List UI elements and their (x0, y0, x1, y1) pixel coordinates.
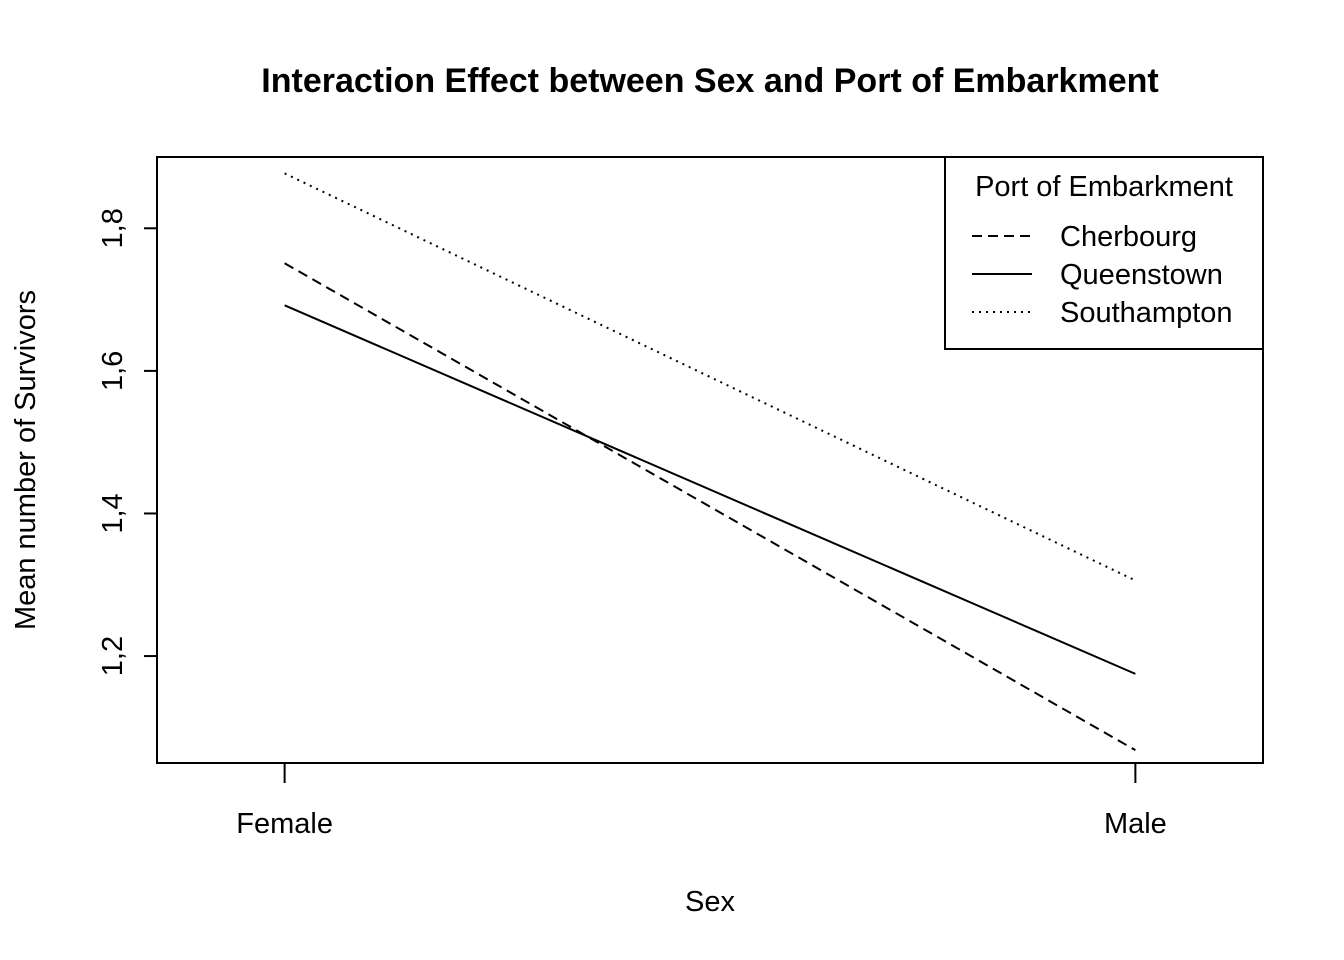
x-tick-label: Female (236, 808, 333, 840)
legend: Port of Embarkment Cherbourg Queenstown So… (944, 156, 1264, 350)
legend-label-queenstown: Queenstown (1060, 259, 1223, 291)
y-tick-label: 1,6 (97, 351, 129, 391)
legend-box (944, 156, 1264, 350)
x-axis-label: Sex (685, 886, 735, 918)
y-axis: 1,2 1,4 1,6 1,8 (97, 208, 158, 676)
x-axis: Female Male (236, 762, 1167, 840)
series-line-southampton (284, 172, 1136, 582)
y-tick-label: 1,2 (97, 636, 129, 676)
chart-title: Interaction Effect between Sex and Port … (261, 62, 1158, 100)
y-tick-label: 1,8 (97, 208, 129, 248)
legend-label-cherbourg: Cherbourg (1060, 221, 1197, 253)
series-line-cherbourg (284, 262, 1136, 752)
y-tick-label: 1,4 (97, 493, 129, 533)
series-line-queenstown (284, 304, 1136, 675)
series-layer (284, 172, 1136, 752)
x-tick-label: Male (1104, 808, 1167, 840)
legend-title: Port of Embarkment (975, 171, 1233, 203)
y-axis-label: Mean number of Survivors (10, 290, 42, 630)
legend-label-southampton: Southampton (1060, 297, 1233, 329)
